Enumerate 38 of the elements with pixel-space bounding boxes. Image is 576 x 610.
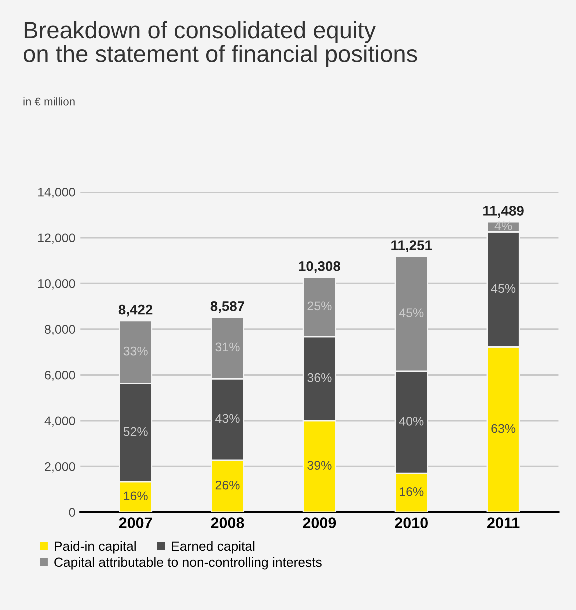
y-tick-label: 6,000	[45, 370, 76, 382]
x-tick-label: 2009	[303, 518, 336, 528]
y-tick-label: 8,000	[45, 325, 76, 336]
annotation: 52%	[124, 427, 148, 436]
y-tick-label: 4,000	[44, 416, 76, 428]
annotation: 36%	[308, 373, 332, 382]
x-tick-label: 2011	[488, 518, 520, 528]
x-tick-label: 2010	[395, 518, 428, 528]
annotation: 26%	[216, 480, 240, 490]
annotation: 45%	[491, 284, 516, 294]
y-tick-label: 14,000	[38, 188, 76, 198]
y-tick-label: 10,000	[38, 279, 76, 290]
annotation: 39%	[308, 461, 332, 470]
annotation: 43%	[216, 414, 240, 424]
annotation: 10,308	[299, 261, 340, 274]
annotation: 31%	[216, 342, 240, 352]
annotation: 8,422	[118, 304, 153, 317]
annotation: 16%	[124, 492, 148, 501]
annotation: 33%	[124, 346, 148, 356]
x-tick-label: 2008	[211, 518, 244, 528]
x-tick-label: 2007	[119, 518, 152, 528]
annotation: 25%	[308, 302, 332, 311]
chart-title: Breakdown of consolidated equity on the statement of financial positions	[24, 21, 418, 68]
annotation: 8,587	[210, 301, 245, 314]
legend-label: Paid-in capital	[55, 541, 136, 554]
y-tick-label: 12,000	[38, 234, 76, 244]
annotation: 40%	[399, 417, 424, 426]
annotation: 16%	[400, 487, 424, 496]
annotation: 11,489	[484, 206, 524, 218]
chart-subtitle: in € million	[24, 98, 75, 106]
annotation: 4%	[494, 222, 512, 230]
legend-label: Capital attributable to non-controlling interests	[54, 557, 322, 570]
y-tick-label: 2,000	[45, 462, 76, 473]
annotation: 63%	[492, 424, 516, 434]
legend-label: Earned capital	[172, 541, 255, 554]
y-tick-label: 0	[69, 508, 76, 518]
annotation: 11,251	[392, 240, 432, 252]
annotation: 45%	[399, 308, 424, 318]
